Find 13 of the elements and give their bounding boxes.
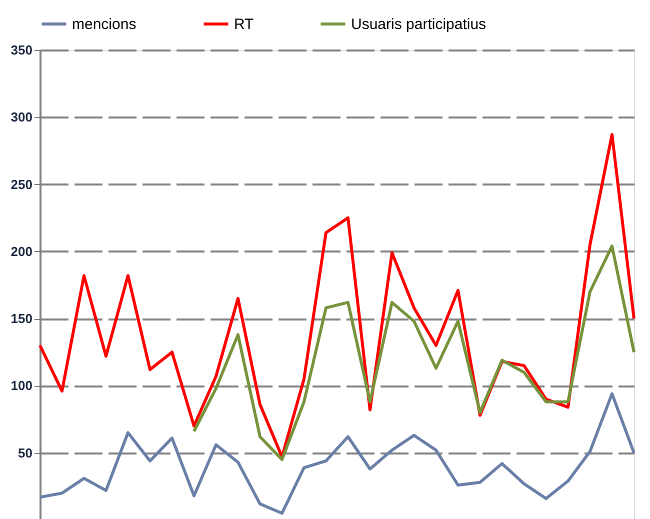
y-tick-label: 50 xyxy=(18,445,32,460)
line-series xyxy=(38,133,636,458)
y-tick-label: 250 xyxy=(10,176,32,192)
y-tick-label: 150 xyxy=(10,311,32,326)
legend-label: Usuaris participatius xyxy=(351,16,486,33)
y-tick-label: 300 xyxy=(10,110,32,125)
y-tick-label: 100 xyxy=(10,378,32,394)
y-tick-label: 350 xyxy=(10,42,32,58)
line-series xyxy=(38,392,636,515)
y-tick-label: 200 xyxy=(10,244,32,259)
legend-label: mencions xyxy=(72,16,136,33)
legend-label: RT xyxy=(234,16,254,33)
line-series xyxy=(192,244,636,462)
